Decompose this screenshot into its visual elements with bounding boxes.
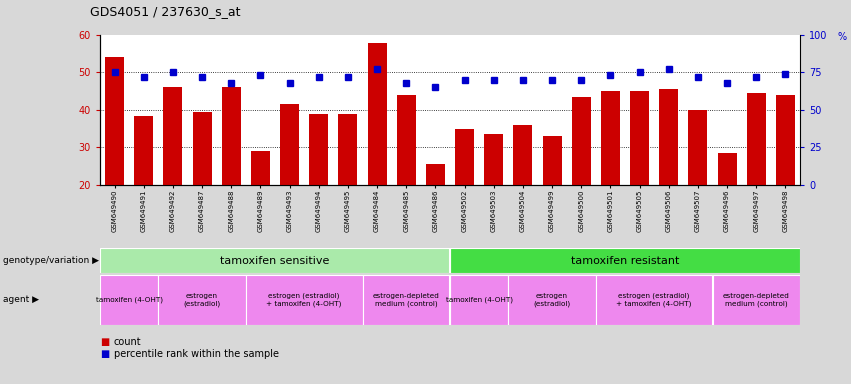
Text: estrogen
(estradiol): estrogen (estradiol) <box>534 293 571 307</box>
Text: tamoxifen (4-OHT): tamoxifen (4-OHT) <box>95 297 163 303</box>
Bar <box>106 58 124 185</box>
Bar <box>601 91 620 185</box>
Bar <box>222 88 241 185</box>
Y-axis label: %: % <box>837 32 847 42</box>
Text: tamoxifen resistant: tamoxifen resistant <box>571 255 679 265</box>
Bar <box>158 275 246 325</box>
Text: agent ▶: agent ▶ <box>3 296 39 305</box>
Bar <box>450 248 800 273</box>
Text: GDS4051 / 237630_s_at: GDS4051 / 237630_s_at <box>90 5 241 18</box>
Bar <box>363 275 450 325</box>
Bar <box>717 153 737 185</box>
Bar <box>246 275 363 325</box>
Bar <box>513 125 533 185</box>
Bar <box>251 151 270 185</box>
Bar <box>747 93 766 185</box>
Bar <box>688 110 707 185</box>
Bar <box>660 89 678 185</box>
Text: estrogen (estradiol)
+ tamoxifen (4-OHT): estrogen (estradiol) + tamoxifen (4-OHT) <box>266 293 342 307</box>
Bar <box>134 116 153 185</box>
Bar <box>397 95 416 185</box>
Bar <box>100 275 158 325</box>
Bar <box>280 104 299 185</box>
Text: ■: ■ <box>100 349 109 359</box>
Text: estrogen (estradiol)
+ tamoxifen (4-OHT): estrogen (estradiol) + tamoxifen (4-OHT) <box>616 293 692 307</box>
Bar <box>712 275 800 325</box>
Bar <box>100 248 450 273</box>
Text: tamoxifen sensitive: tamoxifen sensitive <box>220 255 329 265</box>
Text: estrogen-depleted
medium (control): estrogen-depleted medium (control) <box>373 293 440 307</box>
Bar <box>450 275 508 325</box>
Text: estrogen-depleted
medium (control): estrogen-depleted medium (control) <box>722 293 790 307</box>
Bar <box>368 43 386 185</box>
Text: tamoxifen (4-OHT): tamoxifen (4-OHT) <box>446 297 512 303</box>
Bar <box>455 129 474 185</box>
Text: count: count <box>114 337 141 347</box>
Bar <box>543 136 562 185</box>
Text: percentile rank within the sample: percentile rank within the sample <box>114 349 278 359</box>
Bar <box>596 275 712 325</box>
Bar <box>630 91 649 185</box>
Bar <box>508 275 596 325</box>
Bar <box>426 164 445 185</box>
Bar <box>339 114 357 185</box>
Bar <box>572 97 591 185</box>
Bar <box>192 112 212 185</box>
Text: ■: ■ <box>100 337 109 347</box>
Bar <box>309 114 328 185</box>
Bar <box>163 88 182 185</box>
Bar <box>776 95 795 185</box>
Bar <box>484 134 503 185</box>
Text: estrogen
(estradiol): estrogen (estradiol) <box>184 293 220 307</box>
Text: genotype/variation ▶: genotype/variation ▶ <box>3 256 99 265</box>
